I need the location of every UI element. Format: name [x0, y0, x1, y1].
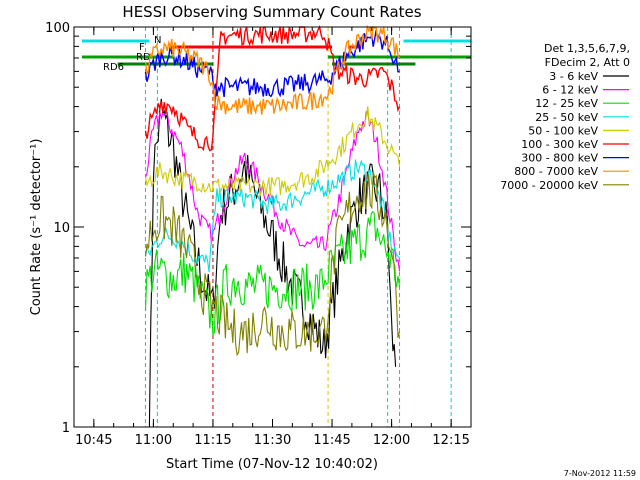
- footer-timestamp: 7-Nov-2012 11:59: [564, 469, 636, 478]
- legend-label: 6 - 12 keV: [542, 84, 598, 97]
- x-tick-label: 11:15: [194, 433, 231, 448]
- x-tick-label: 11:00: [135, 433, 172, 448]
- legend: Det 1,3,5,6,7,9,FDecim 2, Att 03 - 6 keV…: [500, 42, 630, 192]
- axes: 10:45 11:00 11:15 11:30 11:45 12:00 12:15 1 10 10…: [45, 21, 472, 448]
- x-tick-label: 11:45: [313, 433, 350, 448]
- x-tick-label: 11:30: [254, 433, 291, 448]
- legend-label: 100 - 300 keV: [521, 138, 598, 151]
- legend-label: 800 - 7000 keV: [514, 165, 598, 178]
- legend-header: Det 1,3,5,6,7,9,: [544, 42, 630, 55]
- legend-label: 50 - 100 keV: [528, 124, 598, 137]
- y-tick-label: 100: [45, 21, 70, 36]
- series-line-4: [144, 106, 401, 197]
- flag-label: RD6: [103, 62, 124, 73]
- legend-label: 25 - 50 keV: [535, 111, 598, 124]
- series-line-5: [144, 24, 401, 152]
- series-line-2: [144, 210, 401, 337]
- chart-title: HESSI Observing Summary Count Rates: [122, 3, 421, 21]
- legend-header: FDecim 2, Att 0: [545, 56, 630, 69]
- flag-label: N: [154, 35, 161, 46]
- x-axis-label: Start Time (07-Nov-12 10:40:02): [166, 457, 378, 472]
- plot-frame: [73, 26, 472, 428]
- legend-label: 3 - 6 keV: [549, 70, 598, 83]
- legend-label: 7000 - 20000 keV: [500, 179, 598, 192]
- y-tick-label: 1: [62, 421, 70, 436]
- series-line-1: [144, 111, 401, 272]
- x-tick-label: 12:15: [432, 433, 469, 448]
- x-tick-label: 12:00: [373, 433, 410, 448]
- series-line-3: [144, 159, 400, 273]
- y-axis-label: Count Rate (s⁻¹ detector⁻¹): [29, 139, 44, 316]
- x-tick-label: 10:45: [75, 433, 112, 448]
- flag-label: RD: [136, 52, 151, 63]
- legend-label: 300 - 800 keV: [521, 152, 598, 165]
- series-line-8: [144, 172, 401, 357]
- series-line-7: [144, 24, 401, 115]
- series-line-6: [144, 29, 400, 98]
- series-line-0: [148, 98, 397, 428]
- flag-label: F: [139, 42, 145, 53]
- legend-label: 12 - 25 keV: [535, 97, 598, 110]
- y-tick-label: 10: [53, 221, 70, 236]
